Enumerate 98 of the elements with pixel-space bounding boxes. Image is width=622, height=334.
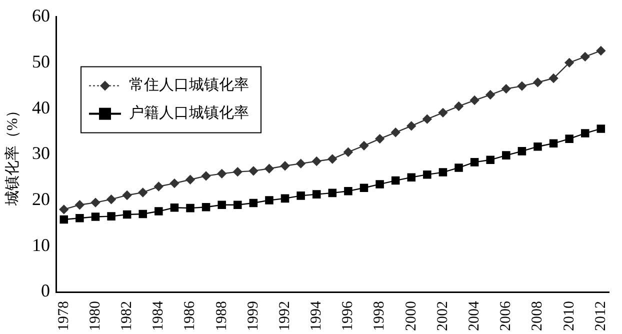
point: [565, 134, 574, 143]
point: [486, 90, 495, 100]
point: [375, 134, 384, 144]
point: [454, 102, 464, 111]
point: [91, 212, 100, 221]
point: [596, 46, 606, 56]
x-tick-label: 1984: [150, 300, 167, 331]
x-tick-label: 1978: [56, 301, 72, 331]
x-tick-label: 2010: [561, 301, 578, 331]
point: [549, 139, 558, 148]
point: [423, 170, 432, 179]
point: [201, 171, 211, 181]
point: [59, 204, 68, 214]
point: [234, 200, 242, 209]
x-tick-label: 2012: [592, 301, 609, 331]
y-tick-label: 40: [32, 97, 50, 118]
point: [122, 210, 132, 219]
point: [249, 198, 258, 208]
point: [107, 212, 116, 220]
y-tick-label: 50: [32, 51, 50, 72]
legend-label: 常住人口城镇化率: [129, 76, 249, 94]
point: [312, 190, 321, 198]
point: [596, 124, 606, 133]
point: [106, 194, 116, 204]
x-tick-label: 1988: [214, 301, 230, 331]
x-tick-label: 2008: [530, 301, 546, 331]
point: [470, 96, 480, 105]
point: [170, 203, 179, 212]
x-tick-label: 1992: [276, 301, 293, 331]
point: [533, 78, 542, 87]
point: [280, 194, 290, 203]
x-tick-label: 2004: [466, 300, 482, 331]
x-tick-label: 1996: [340, 300, 356, 331]
point: [138, 188, 148, 198]
point: [454, 164, 463, 172]
x-tick-label: 2002: [434, 301, 451, 331]
point: [233, 167, 242, 176]
x-tick-label: 1999: [245, 301, 262, 331]
y-tick-label: 30: [32, 143, 50, 164]
point: [265, 196, 274, 204]
point: [186, 204, 194, 212]
y-tick-label: 0: [41, 280, 50, 301]
point: [580, 129, 590, 138]
x-tick-label: 1982: [119, 301, 136, 331]
point: [217, 169, 226, 178]
point: [470, 158, 479, 166]
point: [76, 214, 84, 222]
point: [390, 128, 400, 137]
point: [312, 156, 322, 166]
point: [391, 176, 400, 185]
point: [502, 84, 511, 94]
point: [328, 188, 337, 198]
point: [518, 147, 526, 156]
point: [122, 190, 132, 200]
legend-label: 户籍人口城镇化率: [129, 104, 249, 122]
point: [344, 186, 352, 196]
point: [502, 151, 510, 160]
x-tick-label: 1986: [182, 300, 198, 331]
point: [407, 173, 416, 182]
point: [264, 164, 274, 174]
point: [359, 141, 369, 150]
point: [328, 154, 338, 164]
point: [422, 114, 432, 124]
point: [280, 161, 290, 170]
point: [438, 108, 448, 118]
point: [60, 215, 68, 224]
x-tick-label: 2006: [498, 300, 514, 331]
x-tick-label: 1980: [87, 301, 104, 331]
point: [486, 156, 494, 164]
y-axis-title: 城镇化率（%）: [4, 103, 21, 207]
point: [202, 203, 210, 212]
y-tick-label: 60: [32, 6, 50, 26]
point: [154, 207, 163, 216]
x-tick-label: 2000: [403, 301, 420, 331]
point: [296, 192, 305, 200]
point: [154, 182, 164, 192]
point: [548, 74, 558, 83]
point: [296, 158, 306, 168]
y-tick-label: 10: [32, 234, 50, 255]
point: [248, 166, 258, 176]
x-tick-label: 1998: [372, 301, 388, 331]
point: [218, 200, 226, 209]
point: [90, 198, 100, 208]
point: [438, 168, 448, 176]
point: [75, 200, 84, 210]
point: [344, 148, 353, 157]
point: [170, 178, 180, 188]
point: [406, 121, 416, 131]
point: [138, 210, 148, 218]
point: [376, 180, 384, 188]
x-tick-label: 1994: [308, 300, 325, 331]
point: [186, 175, 195, 184]
point: [534, 142, 542, 151]
point: [564, 58, 574, 68]
y-tick-label: 20: [32, 189, 50, 209]
point: [360, 184, 368, 192]
point: [580, 52, 590, 62]
point: [517, 81, 527, 91]
